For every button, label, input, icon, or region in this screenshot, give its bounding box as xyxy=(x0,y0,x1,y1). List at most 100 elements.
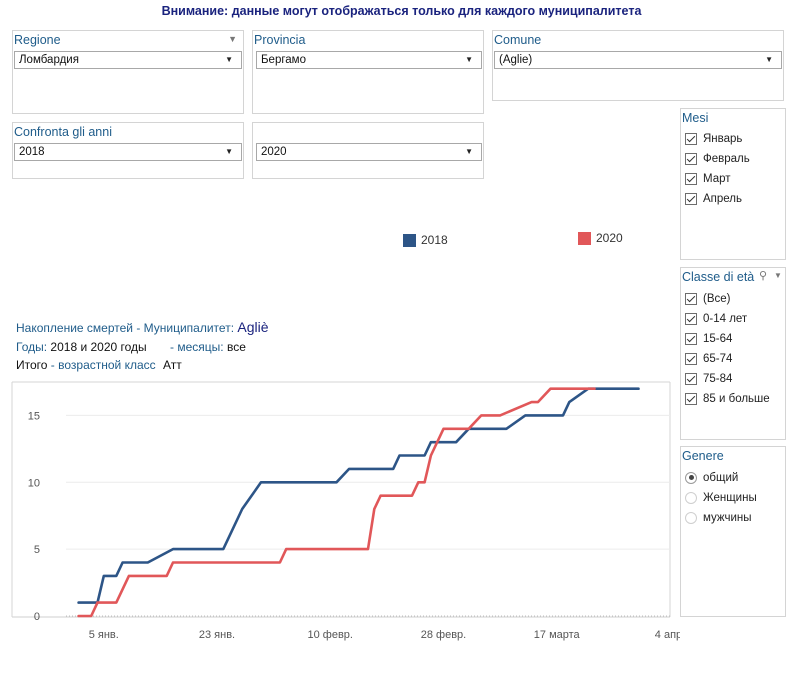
x-tick-label: 10 февр. xyxy=(308,629,353,641)
caption-value: Атт xyxy=(163,358,182,372)
municipality-name: Agliè xyxy=(237,319,269,335)
checkbox-checked-icon[interactable] xyxy=(685,172,697,185)
x-tick-label: 5 янв. xyxy=(89,629,119,641)
checkbox-checked-icon[interactable] xyxy=(685,312,697,325)
classe-title: Classe di età xyxy=(682,270,755,284)
month-option[interactable]: Апрель xyxy=(685,192,742,212)
caption-label: - месяцы: xyxy=(170,340,224,354)
radio-icon[interactable] xyxy=(685,511,697,524)
dropdown-arrow-icon: ▼ xyxy=(465,147,473,156)
age-option[interactable]: 0-14 лет xyxy=(685,312,747,332)
legend-item-2018[interactable]: 2018 xyxy=(403,233,448,248)
provincia-title: Provincia xyxy=(254,33,306,47)
x-tick-label: 28 февр. xyxy=(421,629,466,641)
checkbox-checked-icon[interactable] xyxy=(685,392,697,405)
month-option[interactable]: Январь xyxy=(685,132,742,152)
caption-value: Итого xyxy=(16,358,48,372)
checkbox-checked-icon[interactable] xyxy=(685,292,697,305)
mesi-panel: Mesi Январь Февраль Март Апрель xyxy=(680,108,786,260)
x-tick-label: 17 марта xyxy=(534,629,581,641)
age-option[interactable]: 65-74 xyxy=(685,352,732,372)
year2-filter: 2020 ▼ xyxy=(252,122,484,179)
month-option[interactable]: Март xyxy=(685,172,731,192)
age-label: 15-64 xyxy=(703,333,733,345)
series-line-2020 xyxy=(77,387,596,618)
classe-panel: Classe di età ⚲ ▼ (Все) 0-14 лет 15-64 6… xyxy=(680,267,786,440)
age-label: 65-74 xyxy=(703,353,733,365)
mesi-title: Mesi xyxy=(682,111,709,125)
regione-dropdown[interactable]: Ломбардия ▼ xyxy=(14,51,242,69)
gender-label: Женщины xyxy=(703,492,757,504)
age-label: 85 и больше xyxy=(703,393,770,405)
confronta-title: Confronta gli anni xyxy=(14,125,112,139)
dropdown-arrow-icon: ▼ xyxy=(225,147,233,156)
search-icon[interactable]: ⚲ xyxy=(759,270,768,282)
checkbox-checked-icon[interactable] xyxy=(685,332,697,345)
radio-icon[interactable] xyxy=(685,491,697,504)
age-option[interactable]: (Все) xyxy=(685,292,730,312)
y-tick-label: 10 xyxy=(28,477,40,489)
regione-value: Ломбардия xyxy=(19,54,79,66)
age-label: 75-84 xyxy=(703,373,733,385)
caption-label: Годы: xyxy=(16,340,48,354)
legend-swatch-2018 xyxy=(403,234,416,248)
checkbox-checked-icon[interactable] xyxy=(685,352,697,365)
month-label: Апрель xyxy=(703,193,743,205)
age-label: 0-14 лет xyxy=(703,313,748,325)
radio-selected-icon[interactable] xyxy=(685,471,697,484)
provincia-dropdown[interactable]: Бергамо ▼ xyxy=(256,51,482,69)
regione-title: Regione xyxy=(14,33,61,47)
caption-line-3: Итого - возрастной класс Атт xyxy=(16,358,182,372)
genere-title: Genere xyxy=(682,449,724,463)
x-tick-label: 4 апр. xyxy=(655,629,680,641)
series-line-2018 xyxy=(77,387,640,604)
chevron-down-icon[interactable]: ▼ xyxy=(228,34,237,44)
caption-value: 2018 и 2020 годы xyxy=(50,340,147,354)
chevron-down-icon[interactable]: ▼ xyxy=(774,271,782,280)
age-label: (Все) xyxy=(703,293,731,305)
year1-value: 2018 xyxy=(19,146,45,158)
gender-label: мужчины xyxy=(703,512,752,524)
legend-item-2020[interactable]: 2020 xyxy=(578,231,623,246)
checkbox-checked-icon[interactable] xyxy=(685,192,697,205)
caption-line-2: Годы: 2018 и 2020 годы - месяцы: все xyxy=(16,340,246,354)
gender-option[interactable]: мужчины xyxy=(685,511,752,531)
age-option[interactable]: 15-64 xyxy=(685,332,732,352)
year2-dropdown[interactable]: 2020 ▼ xyxy=(256,143,482,161)
year1-dropdown[interactable]: 2018 ▼ xyxy=(14,143,242,161)
age-option[interactable]: 85 и больше xyxy=(685,392,770,412)
gender-label: общий xyxy=(703,472,739,484)
regione-filter: Regione ▼ Ломбардия ▼ xyxy=(12,30,244,114)
year2-value: 2020 xyxy=(261,146,287,158)
month-option[interactable]: Февраль xyxy=(685,152,750,172)
checkbox-checked-icon[interactable] xyxy=(685,152,697,165)
genere-panel: Genere общий Женщины мужчины xyxy=(680,446,786,617)
comune-title: Comune xyxy=(494,33,542,47)
comune-filter: Comune (Aglie) ▼ xyxy=(492,30,784,101)
caption-line-1: Накопление смертей - Муниципалитет: Agli… xyxy=(16,319,269,335)
provincia-filter: Provincia Бергамо ▼ xyxy=(252,30,484,114)
age-option[interactable]: 75-84 xyxy=(685,372,732,392)
comune-dropdown[interactable]: (Aglie) ▼ xyxy=(494,51,782,69)
legend-swatch-2020 xyxy=(578,232,591,246)
checkbox-checked-icon[interactable] xyxy=(685,132,697,145)
y-tick-label: 5 xyxy=(34,544,40,556)
confronta-filter: Confronta gli anni 2018 ▼ xyxy=(12,122,244,179)
comune-value: (Aglie) xyxy=(499,54,533,66)
legend-label: 2018 xyxy=(421,233,448,247)
gender-option[interactable]: Женщины xyxy=(685,491,757,511)
x-tick-label: 23 янв. xyxy=(199,629,235,641)
dropdown-arrow-icon: ▼ xyxy=(225,55,233,64)
y-tick-label: 15 xyxy=(28,410,40,422)
gender-option[interactable]: общий xyxy=(685,471,738,491)
provincia-value: Бергамо xyxy=(261,54,306,66)
caption-label: - возрастной класс xyxy=(50,358,156,372)
month-label: Март xyxy=(703,173,731,185)
caption-value: все xyxy=(226,340,246,354)
month-label: Февраль xyxy=(703,153,750,165)
dropdown-arrow-icon: ▼ xyxy=(465,55,473,64)
warning-banner: Внимание: данные могут отображаться толь… xyxy=(161,4,642,18)
y-tick-label: 0 xyxy=(34,611,40,623)
caption-label: Накопление смертей - Муниципалитет: xyxy=(16,321,235,335)
checkbox-checked-icon[interactable] xyxy=(685,372,697,385)
